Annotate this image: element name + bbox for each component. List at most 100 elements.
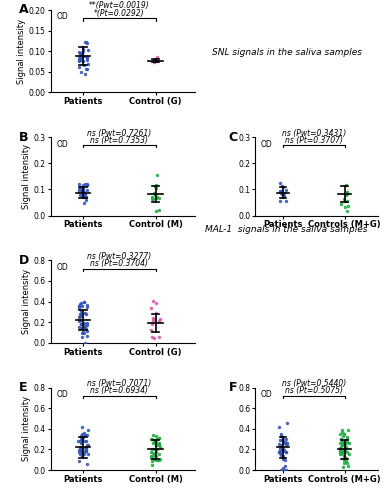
Text: D: D <box>19 254 29 266</box>
Point <box>153 432 159 440</box>
Text: ns (Pwt=0.3431): ns (Pwt=0.3431) <box>282 128 346 138</box>
Point <box>153 192 160 200</box>
Point <box>76 183 83 191</box>
Point <box>156 440 162 448</box>
Point <box>84 430 90 438</box>
Point <box>153 194 159 202</box>
Point <box>344 459 351 467</box>
Point <box>77 312 83 320</box>
Text: ns (Pt=0.5075): ns (Pt=0.5075) <box>285 386 343 396</box>
Text: OD: OD <box>57 390 68 399</box>
Point <box>277 446 284 454</box>
Point <box>277 448 284 456</box>
Point <box>150 296 156 304</box>
Point <box>154 435 160 443</box>
Point <box>78 324 84 332</box>
Point <box>156 333 162 341</box>
Point <box>82 322 88 330</box>
Point <box>341 454 347 462</box>
Point <box>76 187 82 195</box>
Point <box>83 303 90 311</box>
Point <box>276 448 282 456</box>
Point <box>78 307 84 315</box>
Point <box>82 448 88 456</box>
Point <box>80 192 87 200</box>
Point <box>81 320 87 328</box>
Point <box>84 65 90 73</box>
Point <box>148 452 154 460</box>
Point <box>284 419 290 427</box>
Point <box>152 207 159 215</box>
Point <box>277 448 284 456</box>
Point <box>78 443 84 451</box>
Point <box>280 192 287 200</box>
Point <box>151 56 157 64</box>
Point <box>78 299 85 307</box>
Point <box>152 444 158 452</box>
Point <box>81 429 87 437</box>
Point <box>84 54 90 62</box>
Point <box>277 436 283 444</box>
Point <box>151 451 158 459</box>
Point <box>77 437 83 445</box>
Point <box>284 439 290 447</box>
Point <box>339 428 345 436</box>
Point <box>341 430 347 438</box>
Point <box>82 308 89 316</box>
Point <box>281 446 287 454</box>
Point <box>80 191 86 199</box>
Point <box>151 436 157 444</box>
Point <box>283 198 289 205</box>
Point <box>82 324 89 332</box>
Point <box>81 62 87 70</box>
Point <box>337 430 344 438</box>
Text: SNL signals in the saliva samples: SNL signals in the saliva samples <box>212 48 362 57</box>
Point <box>337 450 344 458</box>
Point <box>78 320 84 328</box>
Point <box>76 304 82 312</box>
Point <box>338 435 344 443</box>
Point <box>337 443 344 451</box>
Point <box>147 448 154 456</box>
Point <box>79 328 85 336</box>
Point <box>149 195 156 203</box>
Point <box>345 462 351 469</box>
Point <box>152 191 158 199</box>
Point <box>84 328 90 336</box>
Point <box>151 188 158 196</box>
Point <box>283 448 289 456</box>
Point <box>76 180 82 188</box>
Point <box>76 323 82 331</box>
Point <box>341 195 347 203</box>
Point <box>83 446 90 454</box>
Point <box>154 54 160 62</box>
Point <box>152 56 158 64</box>
Point <box>344 435 350 443</box>
Point <box>153 448 159 456</box>
Point <box>341 440 347 448</box>
Point <box>344 438 350 446</box>
Point <box>83 310 89 318</box>
Point <box>337 448 344 456</box>
Point <box>279 441 285 449</box>
Point <box>282 439 289 447</box>
Point <box>151 334 157 342</box>
Point <box>149 334 155 342</box>
Point <box>340 432 346 440</box>
Point <box>149 314 156 322</box>
Point <box>152 455 159 463</box>
Point <box>83 332 90 340</box>
Point <box>341 430 347 438</box>
Point <box>342 190 348 198</box>
Point <box>84 301 90 309</box>
Point <box>153 181 159 189</box>
Point <box>283 440 289 448</box>
Point <box>83 448 89 456</box>
Point <box>85 426 91 434</box>
Point <box>84 56 90 64</box>
Point <box>153 441 159 449</box>
Point <box>83 318 90 326</box>
Point <box>81 450 87 458</box>
Point <box>149 435 155 443</box>
Point <box>156 194 162 202</box>
